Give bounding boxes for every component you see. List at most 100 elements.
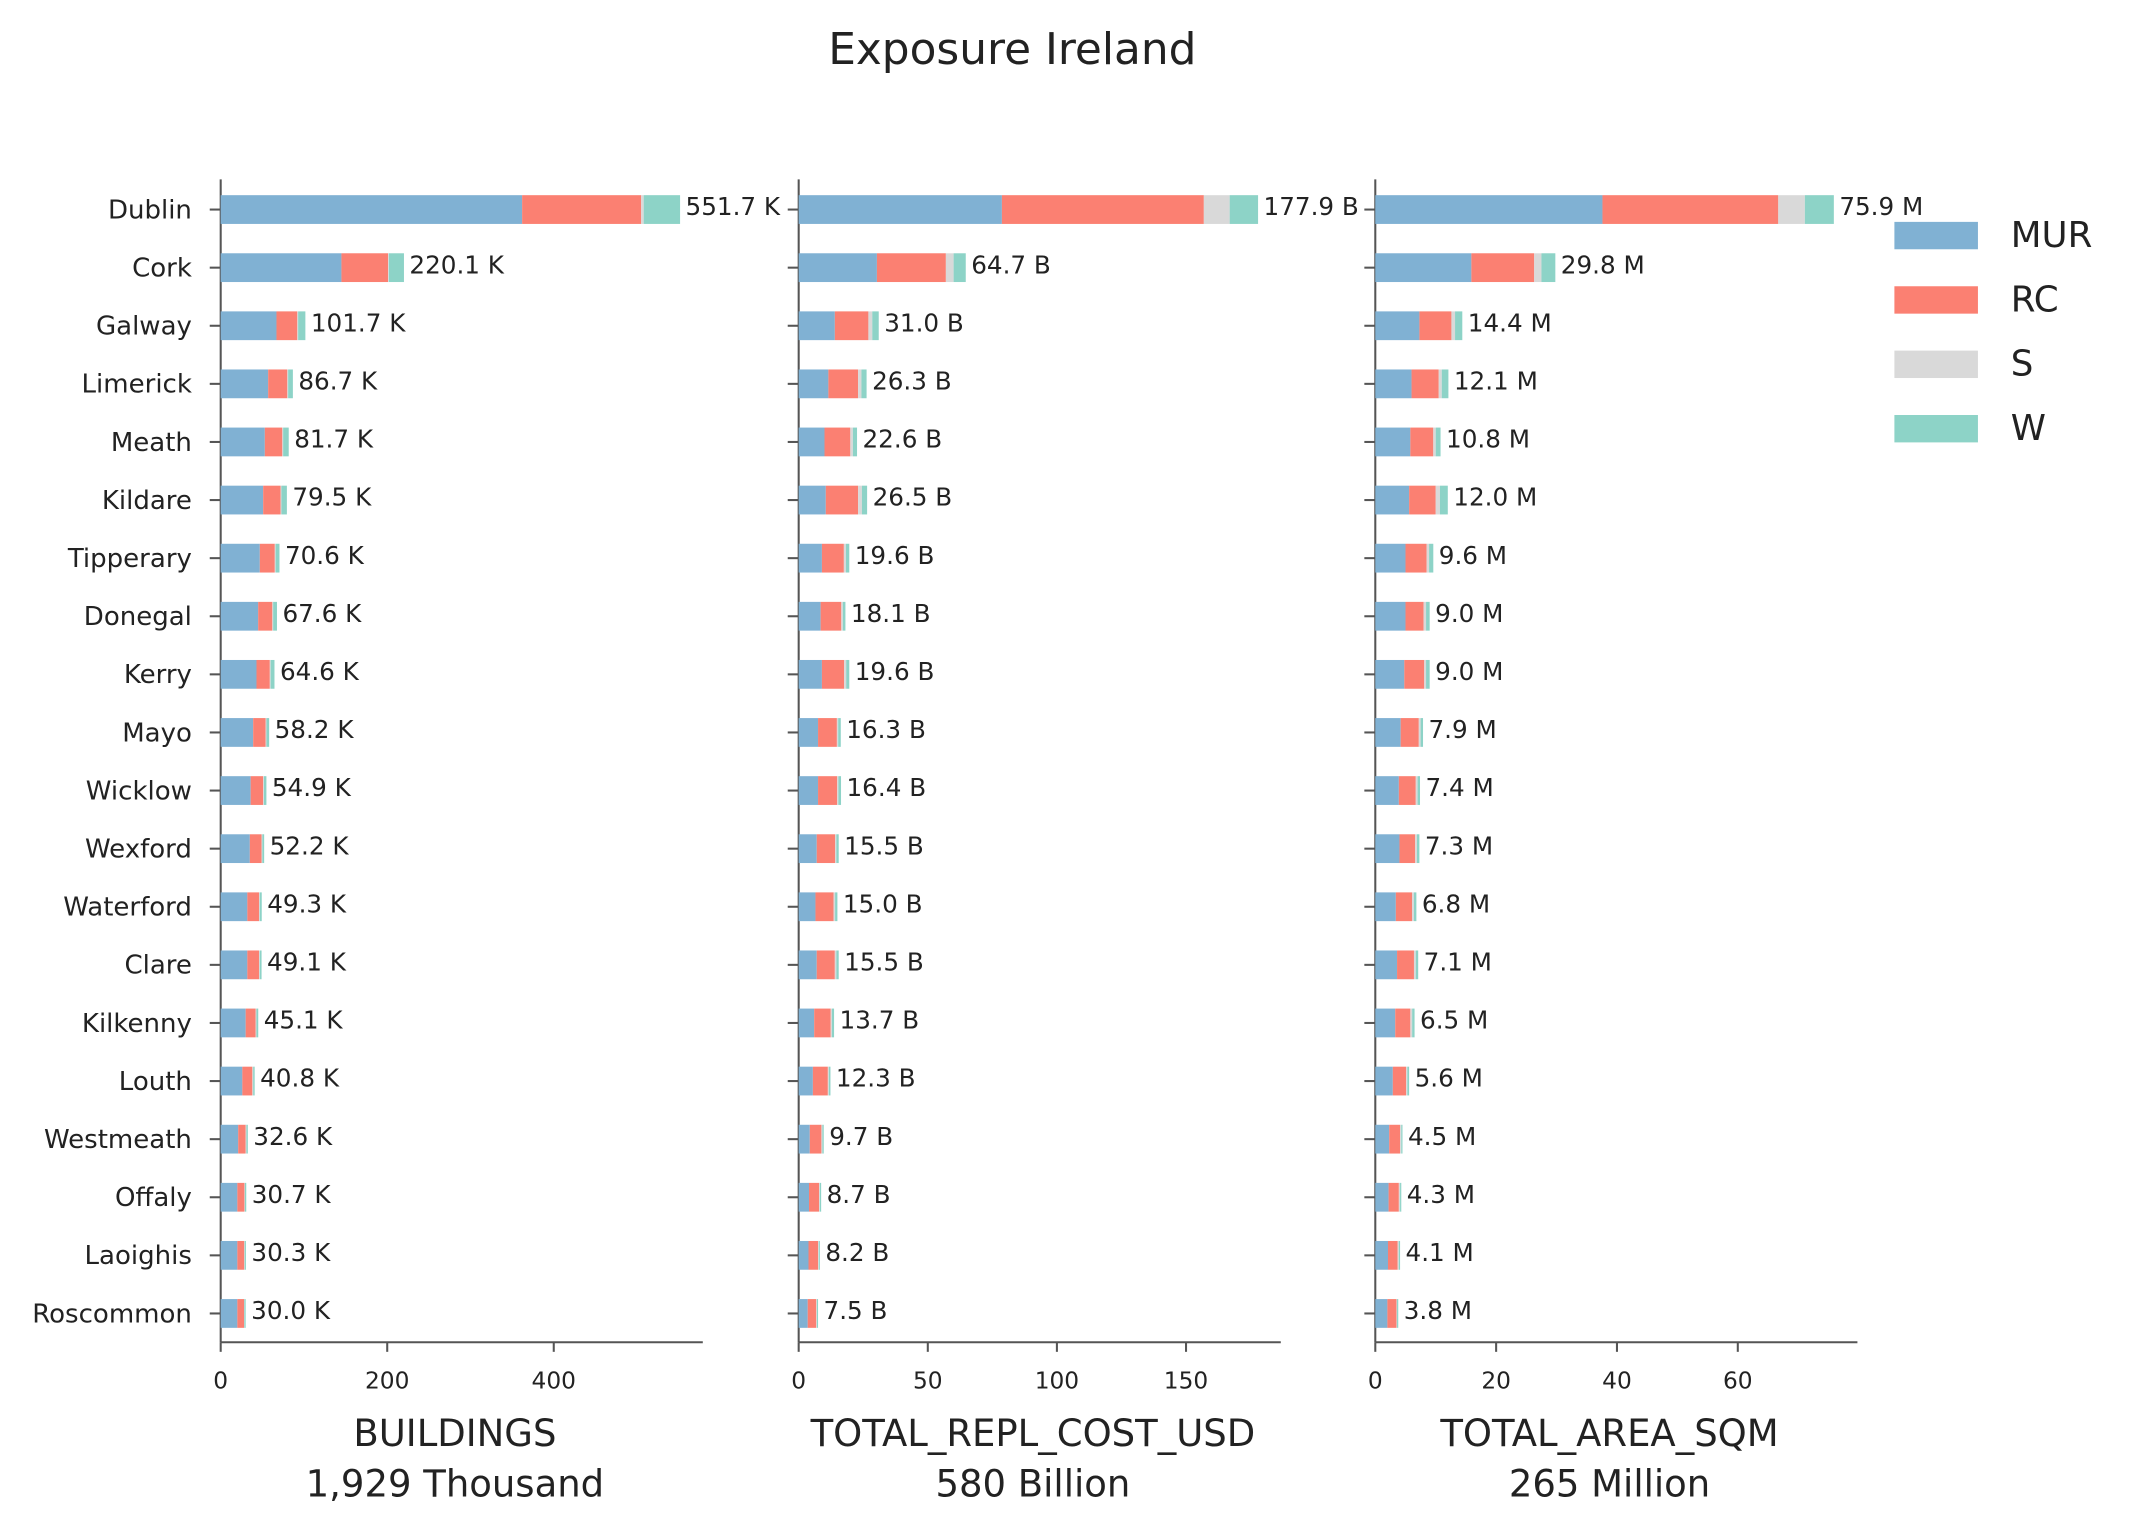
bar-segment [798,659,822,689]
bar-segment [238,1124,246,1154]
legend-label: RC [2011,279,2059,320]
value-label: 54.9 K [272,773,352,802]
bar-segment [1388,1182,1399,1212]
bar-segment [247,950,259,980]
legend-label: S [2011,344,2034,385]
bar-segment [220,1008,246,1038]
value-label: 52.2 K [270,831,350,860]
y-tick-label: Cork [132,254,192,284]
legend-swatch [1894,415,1978,443]
bar-segment [256,659,270,689]
bar-segment [798,834,817,864]
bar-segment [1441,369,1449,399]
bar-segment [858,485,862,515]
value-label: 12.1 M [1454,366,1538,395]
bar-segment [220,834,250,864]
bar-segment [1395,1008,1411,1038]
bar-segment [825,485,859,515]
bar-segment [261,834,263,864]
bar-segment [1410,1008,1413,1038]
bar-segment [821,1124,823,1154]
value-label: 75.9 M [1839,192,1923,221]
value-label: 58.2 K [275,715,355,744]
value-label: 15.5 B [844,831,924,860]
bar-segment [220,601,259,631]
bar-segment [1397,950,1414,980]
value-label: 26.5 B [873,483,953,512]
bar-segment [1412,1008,1415,1038]
bar-segment [868,311,873,341]
value-label: 13.7 B [840,1006,920,1035]
bar-segment [287,369,289,399]
y-tick-label: Wicklow [86,776,192,806]
bar-segment [264,427,283,457]
bar-segment [220,311,277,341]
bar-segment [1375,601,1406,631]
bar-segment [820,601,842,631]
bar-segment [1375,1124,1390,1154]
value-label: 86.7 K [298,366,378,395]
bar-segment [220,1240,238,1270]
bar-segment [1415,950,1419,980]
bar-segment [1375,311,1420,341]
bar-segment [835,834,837,864]
bar-segment [247,892,259,922]
bar-segment [808,1240,819,1270]
bar-segment [818,718,837,747]
bar-segment [835,892,838,922]
bar-segment [245,1124,247,1154]
bar-segment [798,950,817,980]
bar-segment [1471,253,1535,283]
bar-segment [1426,601,1430,631]
bar-segment [220,1182,238,1212]
value-label: 45.1 K [264,1006,344,1035]
value-label: 9.7 B [829,1122,893,1151]
bar-segment [844,659,847,689]
bar-segment [272,601,274,631]
bar-segment [643,195,681,224]
bar-segment [262,834,265,864]
legend-swatch [1894,221,1978,250]
bar-segment [816,1299,818,1328]
bar-segment [836,718,839,747]
x-tick-label: 50 [913,1367,943,1394]
bar-segment [1389,1124,1401,1154]
bar-segment [253,1066,255,1096]
bar-segment [833,892,836,922]
bar-segment [861,369,867,399]
bar-segment [245,1008,256,1038]
bar-segment [798,601,821,631]
bar-segment [1398,1182,1401,1212]
bar-segment [1387,1240,1398,1270]
bar-segment [268,369,288,399]
bar-segment [282,427,284,457]
x-tick-label: 150 [1164,1367,1208,1394]
value-label: 3.8 M [1404,1296,1472,1325]
bar-segment [1409,485,1436,515]
value-label: 4.3 M [1407,1180,1475,1209]
bar-segment [1426,543,1430,573]
bar-segment [1375,195,1603,224]
bar-segment [1416,834,1420,864]
bar-segment [1396,1299,1398,1328]
bar-segment [830,1008,832,1038]
bar-segment [1375,776,1399,805]
bar-segment [1375,1008,1396,1038]
x-tick-label: 0 [1368,1367,1383,1394]
bar-segment [1415,834,1417,864]
value-label: 70.6 K [285,541,365,570]
bar-segment [1435,427,1441,457]
bar-segment [798,718,819,747]
bar-segment [818,1240,819,1270]
bar-segment [837,776,839,805]
value-label: 15.5 B [844,947,924,976]
bar-segment [253,718,266,747]
value-label: 79.5 K [292,483,372,512]
bar-segment [1804,195,1834,224]
bar-segment [798,1299,808,1328]
bar-segment [288,369,293,399]
bar-segment [276,311,298,341]
bar-segment [1400,718,1419,747]
value-label: 16.4 B [847,773,927,802]
bar-segment [822,1124,824,1154]
